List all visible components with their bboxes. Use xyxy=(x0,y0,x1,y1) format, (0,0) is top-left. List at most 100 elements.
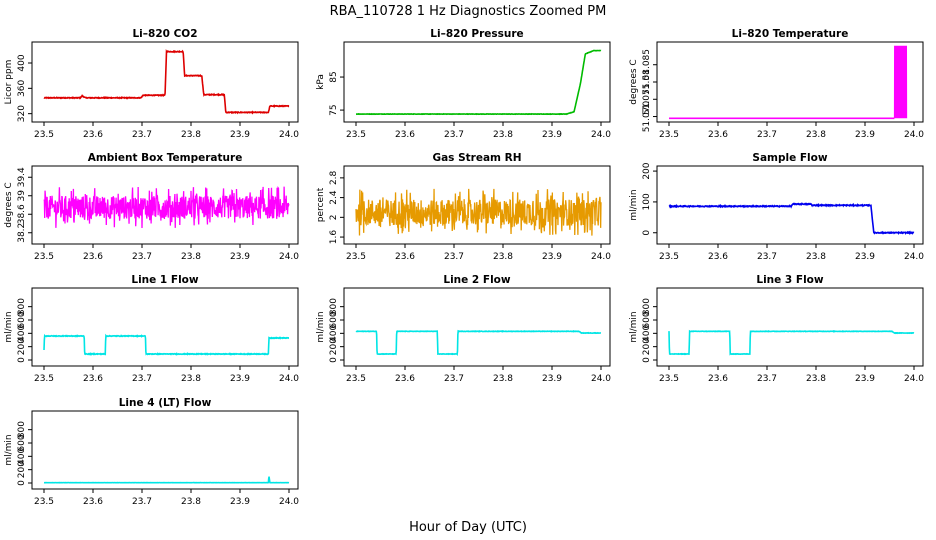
y-tick-label: 85 xyxy=(329,71,339,82)
x-tick-label: 23.6 xyxy=(708,130,728,140)
x-tick-label: 23.5 xyxy=(346,374,366,384)
panel: Line 3 Flow ml/min 23.5 23.6 23.7 23.8 23.9 24.… xyxy=(629,274,924,384)
y-tick-label: 0 xyxy=(17,357,27,363)
x-tick-label: 23.5 xyxy=(346,130,366,140)
plot-frame xyxy=(656,41,924,123)
x-tick-label: 23.9 xyxy=(230,374,250,384)
y-tick-label: 0 xyxy=(329,357,339,363)
panel-title: Li–820 Temperature xyxy=(732,28,849,40)
y-tick-label: 51.085 xyxy=(642,49,652,81)
x-tick-label: 23.9 xyxy=(230,497,250,507)
x-tick-label: 24.0 xyxy=(279,252,299,262)
x-tick-label: 23.8 xyxy=(493,252,513,262)
panel: Li–820 Temperature degrees C 23.5 23.6 23.7 2… xyxy=(629,28,924,140)
y-tick-label: 0 xyxy=(642,230,652,236)
y-tick-label: 360 xyxy=(17,79,27,96)
y-tick-label: 800 xyxy=(329,298,339,315)
plot-frame xyxy=(31,410,299,490)
x-tick-label: 23.7 xyxy=(757,130,777,140)
plot-frame xyxy=(31,287,299,367)
x-tick-label: 23.6 xyxy=(395,252,415,262)
x-tick-label: 23.7 xyxy=(444,252,464,262)
y-tick-label: 75 xyxy=(329,104,339,115)
y-tick-label: 600 xyxy=(17,311,27,328)
panel-title: Line 1 Flow xyxy=(131,274,198,286)
y-tick-label: 0 xyxy=(17,480,27,486)
y-tick-label: 800 xyxy=(17,421,27,438)
plot-frame xyxy=(343,165,611,245)
y-tick-label: 51.075 xyxy=(642,84,652,116)
y-tick-label: 200 xyxy=(642,338,652,355)
x-tick-label: 24.0 xyxy=(591,130,611,140)
x-tick-label: 24.0 xyxy=(279,497,299,507)
series-line xyxy=(43,476,290,484)
y-tick-label: 400 xyxy=(17,447,27,464)
x-tick-label: 23.6 xyxy=(708,252,728,262)
y-axis-label: ml/min xyxy=(629,311,639,342)
x-tick-label: 23.6 xyxy=(708,374,728,384)
y-tick-label: 600 xyxy=(329,311,339,328)
y-tick-label: 2 xyxy=(329,214,339,220)
y-axis-label: ml/min xyxy=(629,189,639,220)
y-tick-label: 800 xyxy=(642,298,652,315)
x-tick-label: 23.8 xyxy=(181,130,201,140)
y-tick-label: 600 xyxy=(642,311,652,328)
x-tick-label: 23.8 xyxy=(806,374,826,384)
x-tick-label: 23.5 xyxy=(34,252,54,262)
y-axis-label: kPa xyxy=(316,74,326,90)
y-tick-label: 320 xyxy=(17,105,27,122)
panel-title: Ambient Box Temperature xyxy=(88,152,243,164)
y-axis-label: ml/min xyxy=(316,311,326,342)
y-tick-label: 200 xyxy=(642,162,652,179)
y-tick-label: 400 xyxy=(329,324,339,341)
y-tick-label: 400 xyxy=(17,324,27,341)
panel-title: Gas Stream RH xyxy=(432,152,521,164)
x-tick-label: 23.5 xyxy=(659,130,679,140)
x-tick-label: 24.0 xyxy=(904,252,924,262)
series-line xyxy=(355,49,602,116)
panel: Li–820 CO2 Licor ppm 23.5 23.6 23.7 23.8 23.9 2… xyxy=(4,28,299,140)
y-tick-label: 400 xyxy=(642,324,652,341)
series-line xyxy=(668,329,915,356)
plot-frame xyxy=(31,41,299,123)
x-tick-label: 23.9 xyxy=(542,252,562,262)
x-tick-label: 24.0 xyxy=(591,374,611,384)
panel: Line 4 (LT) Flow ml/min 23.5 23.6 23.7 23.8 23… xyxy=(4,397,299,507)
x-tick-label: 23.8 xyxy=(181,252,201,262)
y-tick-label: 38.2 xyxy=(17,223,27,243)
y-tick-label: 38.6 xyxy=(17,204,27,224)
x-tick-label: 23.9 xyxy=(855,252,875,262)
x-tick-label: 23.8 xyxy=(181,374,201,384)
y-axis-label: degrees C xyxy=(4,182,14,227)
series-band xyxy=(893,45,908,119)
x-tick-label: 23.5 xyxy=(659,252,679,262)
series-line xyxy=(668,202,915,236)
series-line xyxy=(355,329,602,357)
x-tick-label: 23.9 xyxy=(855,130,875,140)
y-tick-label: 600 xyxy=(17,434,27,451)
x-tick-label: 24.0 xyxy=(279,374,299,384)
panel: Line 2 Flow ml/min 23.5 23.6 23.7 23.8 23.9 24.… xyxy=(316,274,611,384)
y-tick-label: 100 xyxy=(642,193,652,210)
plot-frame xyxy=(31,165,299,245)
y-tick-label: 200 xyxy=(17,461,27,478)
y-tick-label: 2.8 xyxy=(329,170,339,185)
x-tick-label: 23.6 xyxy=(395,130,415,140)
x-tick-label: 23.9 xyxy=(542,130,562,140)
x-tick-label: 23.8 xyxy=(806,130,826,140)
y-tick-label: 39 xyxy=(17,190,27,202)
y-tick-label: 400 xyxy=(17,54,27,71)
x-tick-label: 23.8 xyxy=(181,497,201,507)
plot-frame xyxy=(343,287,611,367)
x-tick-label: 23.7 xyxy=(132,130,152,140)
y-tick-label: 200 xyxy=(329,338,339,355)
series-line xyxy=(43,48,290,115)
x-tick-label: 23.9 xyxy=(230,130,250,140)
x-tick-label: 23.5 xyxy=(34,374,54,384)
panel: Li–820 Pressure kPa 23.5 23.6 23.7 23.8 23.9 24… xyxy=(316,28,611,140)
panel: Line 1 Flow ml/min 23.5 23.6 23.7 23.8 23.9 24.… xyxy=(4,274,299,384)
panel-title: Line 4 (LT) Flow xyxy=(119,397,212,409)
x-tick-label: 23.5 xyxy=(659,374,679,384)
y-tick-label: 0 xyxy=(642,357,652,363)
panel-title: Line 2 Flow xyxy=(443,274,510,286)
